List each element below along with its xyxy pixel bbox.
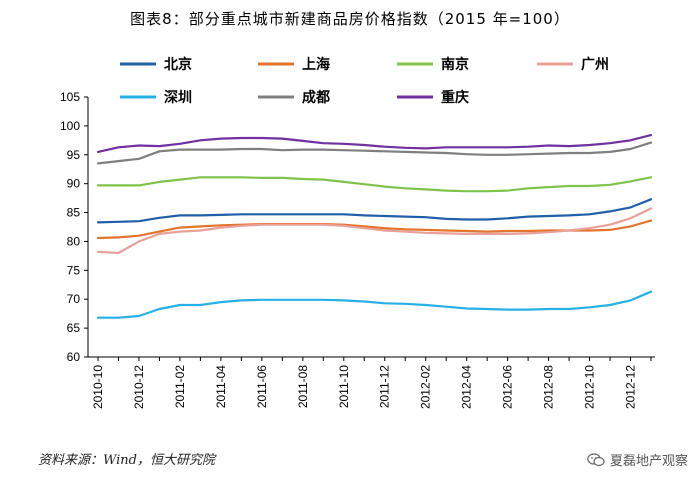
series-line-成都	[96, 141, 653, 165]
x-tick-label: 2011-04	[214, 365, 228, 408]
chart-axes: 60 65 70 75 80 85 90 95 100 105 2010-10 2010-12 2011…	[60, 90, 655, 409]
x-tick-label: 2010-12	[132, 365, 146, 409]
source-note: 资料来源：Wind，恒大研究院	[38, 453, 215, 468]
x-tick-label: 2012-08	[542, 365, 556, 409]
y-tick-label: 80	[67, 234, 81, 248]
legend-label: 深圳	[164, 89, 192, 106]
y-tick-label: 65	[67, 321, 81, 335]
legend-label: 南京	[441, 56, 469, 73]
chart-series-lines	[96, 134, 653, 319]
series-line-广州	[96, 207, 653, 255]
watermark-text: 夏磊地产观察	[609, 454, 688, 469]
x-tick-label: 2010-10	[91, 365, 105, 409]
x-tick-label: 2011-12	[378, 365, 392, 408]
x-tick-label: 2012-12	[624, 365, 638, 409]
y-tick-label: 95	[67, 148, 81, 162]
y-tick-label: 100	[60, 119, 80, 133]
x-tick-label: 2011-08	[296, 365, 310, 408]
x-tick-label: 2011-06	[255, 365, 269, 408]
x-tick-label: 2012-06	[501, 365, 515, 409]
x-tick-label: 2012-10	[583, 365, 597, 409]
legend-label: 广州	[581, 56, 609, 73]
y-tick-label: 75	[67, 263, 81, 277]
y-tick-label: 85	[67, 206, 81, 220]
chart-title: 图表8：部分重点城市新建商品房价格指数（2015 年=100）	[130, 10, 570, 28]
series-line-北京	[96, 198, 653, 224]
series-line-南京	[96, 176, 653, 193]
watermark: 夏磊地产观察	[587, 450, 688, 469]
x-tick-label: 2011-10	[337, 365, 351, 408]
legend-label: 重庆	[441, 89, 469, 106]
y-tick-label: 70	[67, 292, 81, 306]
wechat-icon	[587, 452, 605, 466]
x-tick-label: 2012-04	[460, 365, 474, 409]
legend-label: 上海	[302, 56, 330, 73]
x-tick-label: 2012-02	[419, 365, 433, 409]
x-tick-label: 2011-02	[173, 365, 187, 408]
legend-label: 北京	[164, 56, 192, 73]
y-tick-label: 105	[60, 90, 80, 104]
series-line-深圳	[96, 290, 653, 319]
series-line-重庆	[96, 134, 653, 153]
y-tick-label: 60	[67, 350, 81, 364]
legend-label: 成都	[302, 89, 330, 106]
y-tick-label: 90	[67, 177, 81, 191]
